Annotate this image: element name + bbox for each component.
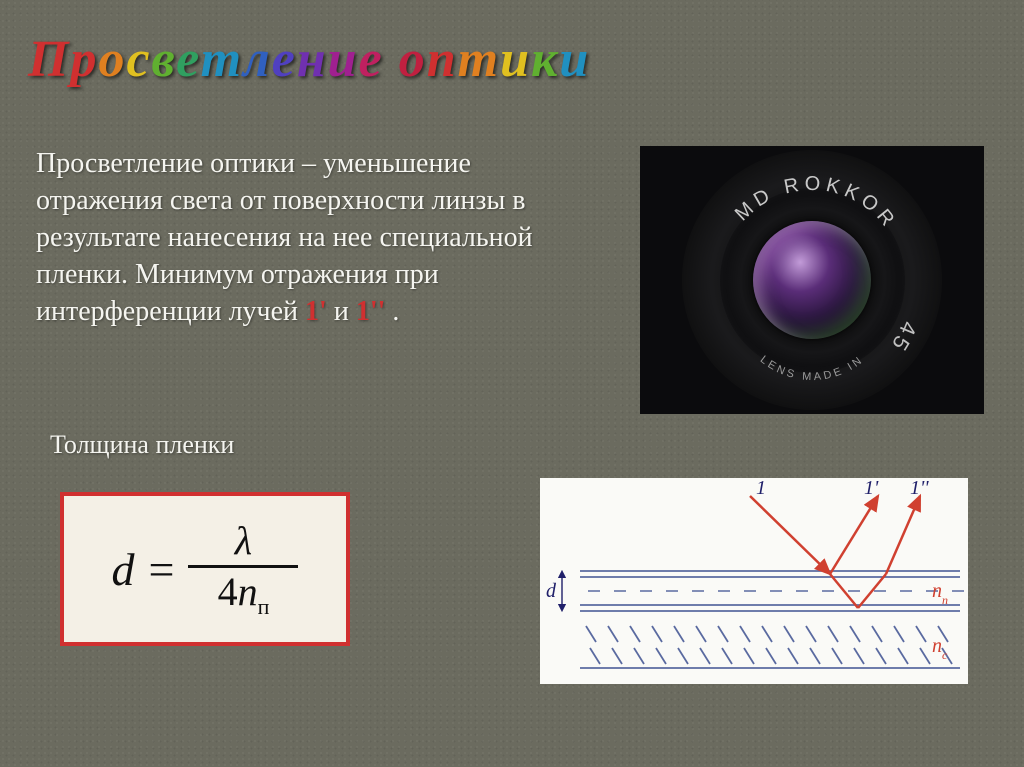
formula-equals: = bbox=[149, 543, 175, 596]
definition-paragraph: Просветление оптики – уменьшение отражен… bbox=[36, 146, 596, 331]
formula-box: d = λ 4nп bbox=[60, 492, 350, 646]
paragraph-text: Просветление оптики – уменьшение отражен… bbox=[36, 148, 533, 327]
lens-glass bbox=[753, 221, 871, 339]
formula: d = λ 4nп bbox=[112, 521, 299, 618]
page-title: Просветление оптики bbox=[28, 30, 590, 89]
lens-photo: MD ROKKOR 45 LENS MADE IN bbox=[640, 146, 984, 414]
ray-label-1prime: 1' bbox=[305, 296, 327, 327]
formula-lhs: d bbox=[112, 543, 135, 596]
ray-label-1dblprime: 1'' bbox=[356, 296, 386, 327]
thin-film-diagram: 11'1''dnпnc bbox=[540, 478, 968, 684]
formula-denominator: 4nп bbox=[210, 570, 278, 618]
formula-den-sub: п bbox=[258, 594, 270, 619]
formula-den-coef: 4 bbox=[218, 569, 238, 614]
formula-den-var: n bbox=[238, 569, 258, 614]
paragraph-joiner: и bbox=[334, 296, 356, 327]
svg-text:d: d bbox=[546, 580, 557, 602]
paragraph-end: . bbox=[392, 296, 399, 327]
svg-text:1': 1' bbox=[864, 478, 879, 499]
svg-text:1'': 1'' bbox=[910, 478, 929, 499]
formula-numerator: λ bbox=[227, 521, 260, 563]
formula-fraction: λ 4nп bbox=[188, 521, 298, 618]
lens-inner-ring bbox=[720, 188, 905, 373]
film-thickness-label: Толщина пленки bbox=[50, 430, 234, 460]
formula-bar bbox=[188, 565, 298, 568]
svg-text:nп: nп bbox=[932, 580, 948, 607]
lens-outer-ring: MD ROKKOR 45 LENS MADE IN bbox=[682, 150, 942, 410]
svg-text:1: 1 bbox=[756, 478, 766, 499]
